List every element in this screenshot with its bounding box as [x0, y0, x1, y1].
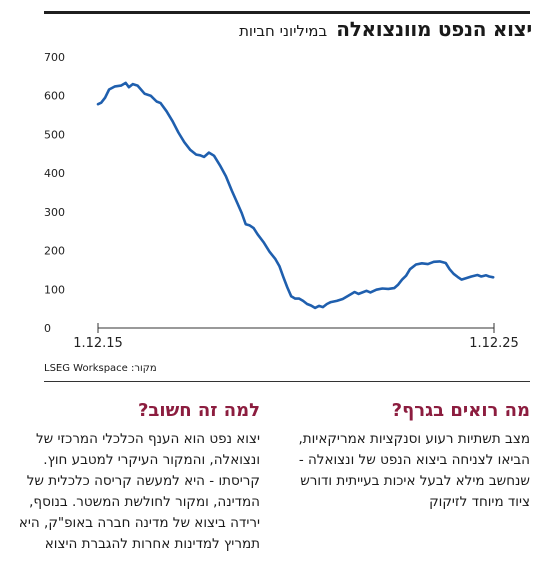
- y-tick-label: 300: [44, 206, 65, 219]
- source-label: מקור:: [131, 363, 157, 374]
- source-divider: [44, 381, 530, 382]
- y-tick-label: 600: [44, 90, 65, 103]
- section-what-we-see: מה רואים בגרף? מצב תשתיות רעוע וסנקציות …: [285, 400, 530, 513]
- source-name: LSEG Workspace: [44, 363, 128, 374]
- y-tick-label: 400: [44, 167, 65, 180]
- y-tick-label: 200: [44, 245, 65, 258]
- y-tick-label: 500: [44, 128, 65, 141]
- section-why-important: למה זה חשוב? יצוא נפט הוא הענף הכלכלי המ…: [15, 400, 260, 555]
- x-tick-label: 1.12.25: [469, 336, 519, 351]
- series-layer: [96, 81, 495, 310]
- y-tick-label: 0: [44, 322, 51, 335]
- section-body-why-important: יצוא נפט הוא הענף הכלכלי המרכזי של ונצוא…: [18, 431, 260, 552]
- y-axis: 0 100 200 300 400 500 600 700: [44, 51, 65, 335]
- chart-title-unit: במיליוני חביות: [239, 22, 328, 40]
- x-axis: 1.12.15 1.12.25: [73, 323, 519, 351]
- chart-title: יצוא הנפט מוונצואלה במיליוני חביות: [239, 17, 532, 41]
- section-heading-why-important: למה זה חשוב?: [137, 400, 260, 421]
- chart-title-main: יצוא הנפט מוונצואלה: [336, 17, 532, 41]
- y-tick-label: 100: [44, 283, 65, 296]
- section-body-what-we-see: מצב תשתיות רעוע וסנקציות אמריקאיות, הביא…: [298, 431, 530, 510]
- section-heading-what-we-see: מה רואים בגרף?: [391, 400, 530, 421]
- series-line: [96, 81, 495, 310]
- y-tick-label: 700: [44, 51, 65, 64]
- top-rule: [44, 11, 530, 14]
- x-tick-label: 1.12.15: [73, 336, 123, 351]
- source-note: מקור: LSEG Workspace: [44, 363, 157, 374]
- line-chart: 0 100 200 300 400 500 600 700 1.12.15 1.12.25: [44, 51, 519, 351]
